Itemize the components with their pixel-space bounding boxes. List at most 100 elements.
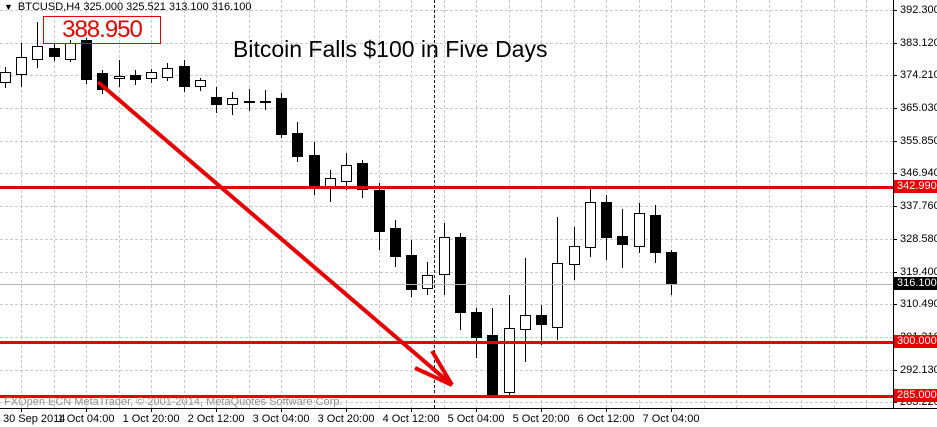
candle-body	[260, 101, 271, 103]
time-axis-label: 1 Oct 04:00	[57, 413, 115, 425]
vertical-dashed-line[interactable]	[434, 0, 435, 408]
candle-wick	[541, 305, 542, 345]
h-gridline	[0, 75, 893, 76]
candle-body	[0, 72, 11, 83]
h-gridline	[0, 141, 893, 142]
v-gridline	[476, 0, 477, 408]
price-axis-tick	[893, 10, 897, 11]
high-price-callout-box[interactable]: 388.950	[43, 16, 161, 44]
candle-body	[617, 236, 628, 245]
v-gridline	[736, 0, 737, 408]
v-gridline	[541, 0, 542, 408]
candle-body	[211, 97, 222, 105]
price-axis-label: 374.210	[900, 69, 937, 81]
price-axis-tick	[893, 43, 897, 44]
price-axis-tick	[893, 108, 897, 109]
price-axis-tick	[893, 304, 897, 305]
candle-wick	[265, 90, 266, 110]
v-gridline	[119, 0, 120, 408]
candle-body	[374, 190, 385, 232]
candle-body	[634, 213, 645, 247]
candle-wick	[249, 89, 250, 111]
v-gridline	[314, 0, 315, 408]
horizontal-line-object[interactable]	[0, 186, 893, 189]
time-axis-tick	[411, 409, 412, 412]
candle-body	[227, 98, 238, 105]
chart-title-annotation: Bitcoin Falls $100 in Five Days	[233, 36, 548, 62]
candle-body	[650, 215, 661, 253]
candle-body	[146, 72, 157, 79]
candle-body	[81, 40, 92, 80]
v-gridline	[54, 0, 55, 408]
v-gridline	[184, 0, 185, 408]
candle-body	[504, 328, 515, 393]
price-axis-tick	[893, 272, 897, 273]
price-axis-label: 365.030	[900, 102, 937, 114]
price-axis-label: 383.120	[900, 37, 937, 49]
candle-wick	[37, 22, 38, 68]
trend-arrow[interactable]	[0, 0, 893, 408]
chevron-down-icon[interactable]: ▼	[4, 2, 13, 12]
horizontal-line-object[interactable]	[0, 395, 893, 398]
trend-arrow-head	[414, 366, 453, 387]
v-gridline	[151, 0, 152, 408]
time-axis-label: 30 Sep 2014	[3, 413, 66, 425]
v-gridline	[216, 0, 217, 408]
candle-body	[471, 312, 482, 338]
candle-body	[455, 237, 466, 313]
price-axis-label: 337.760	[900, 200, 937, 212]
candle-body	[585, 202, 596, 248]
horizontal-line-price-label: 300.000	[894, 335, 937, 348]
h-gridline	[0, 402, 893, 403]
candle-body	[49, 48, 60, 57]
v-gridline	[411, 0, 412, 408]
v-gridline	[281, 0, 282, 408]
time-axis-label: 1 Oct 20:00	[122, 413, 180, 425]
symbol-ohlc-header: ▼ BTCUSD,H4 325.000 325.521 313.100 316.1…	[4, 1, 252, 13]
v-gridline	[249, 0, 250, 408]
v-gridline	[834, 0, 835, 408]
horizontal-line-price-label: 285.000	[894, 389, 937, 402]
h-gridline	[0, 370, 893, 371]
price-axis-label: 392.300	[900, 4, 937, 16]
time-axis-tick	[671, 409, 672, 412]
v-gridline	[801, 0, 802, 408]
time-axis-tick	[21, 409, 22, 412]
h-gridline	[0, 337, 893, 338]
v-gridline	[704, 0, 705, 408]
price-axis-label: 292.130	[900, 364, 937, 376]
trend-arrow-shaft[interactable]	[96, 80, 454, 387]
time-axis-tick	[281, 409, 282, 412]
candle-body	[244, 101, 255, 103]
time-axis-label: 5 Oct 04:00	[447, 413, 505, 425]
candle-body	[406, 255, 417, 290]
candle-body	[130, 75, 141, 80]
horizontal-line-price-label: 342.990	[894, 180, 937, 193]
time-axis-tick	[476, 409, 477, 412]
h-gridline	[0, 10, 893, 11]
v-gridline	[671, 0, 672, 408]
chart-plot-area[interactable]	[0, 0, 893, 408]
candle-body	[292, 133, 303, 157]
price-axis-label: 355.850	[900, 135, 937, 147]
current-price-line	[0, 284, 893, 285]
trend-arrow-head	[430, 349, 454, 387]
horizontal-line-object[interactable]	[0, 341, 893, 344]
price-axis-label: 346.940	[900, 167, 937, 179]
candle-body	[114, 76, 125, 79]
v-gridline	[444, 0, 445, 408]
price-axis-label: 319.400	[900, 266, 937, 278]
v-gridline	[21, 0, 22, 408]
price-axis-tick	[893, 370, 897, 371]
candle-body	[552, 263, 563, 328]
time-axis-tick	[151, 409, 152, 412]
price-axis-tick	[893, 206, 897, 207]
h-gridline	[0, 43, 893, 44]
time-axis-label: 2 Oct 12:00	[187, 413, 245, 425]
v-gridline	[574, 0, 575, 408]
time-axis-label: 3 Oct 20:00	[317, 413, 375, 425]
price-axis-tick	[893, 75, 897, 76]
time-axis-label: 6 Oct 12:00	[577, 413, 635, 425]
price-axis-label: 310.490	[900, 298, 937, 310]
